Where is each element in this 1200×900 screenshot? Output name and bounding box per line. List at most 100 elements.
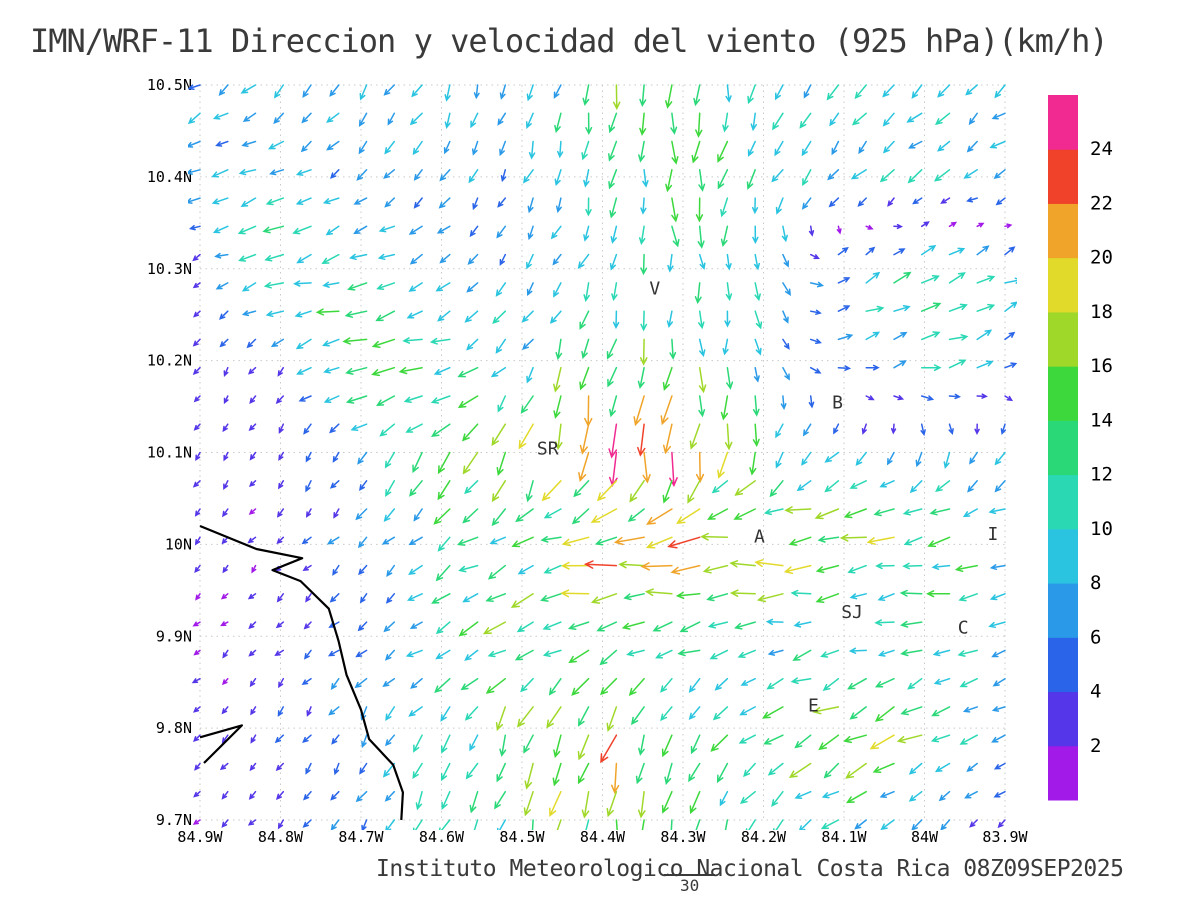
wind-arrow [398, 366, 423, 375]
wind-arrow [345, 366, 368, 375]
wind-arrow [413, 508, 423, 522]
wind-arrow [660, 706, 673, 722]
wind-arrow [499, 84, 507, 100]
svg-text:SR: SR [537, 438, 559, 459]
wind-arrow [788, 536, 812, 546]
wind-arrow [940, 819, 951, 830]
wind-arrow [409, 480, 423, 497]
wind-arrow [724, 819, 729, 830]
wind-arrow [433, 508, 451, 525]
wind-arrow [911, 84, 923, 99]
wind-arrow [437, 536, 451, 552]
wind-arrow [305, 480, 312, 493]
wind-arrow [801, 451, 812, 466]
wind-arrow [893, 395, 905, 401]
wind-arrow [497, 395, 507, 413]
wind-arrow [301, 536, 312, 545]
wind-arrow [772, 819, 784, 830]
wind-arrow [220, 593, 229, 600]
wind-arrow [934, 762, 951, 773]
wind-arrow [384, 140, 396, 155]
wind-arrow [371, 338, 396, 348]
wind-arrow [688, 706, 701, 720]
wind-arrow [440, 734, 451, 754]
wind-arrow [323, 366, 340, 374]
wind-arrow [359, 480, 368, 491]
wind-arrow [552, 253, 562, 266]
wind-arrow [794, 734, 812, 749]
wind-arrow [188, 140, 201, 148]
wind-arrow [491, 480, 507, 503]
wind-arrow [790, 677, 812, 685]
wind-arrow [381, 536, 396, 545]
wind-arrow [349, 253, 368, 261]
svg-text:84.5W: 84.5W [499, 828, 545, 846]
wind-arrow [940, 197, 951, 204]
wind-arrow [698, 338, 706, 358]
svg-text:84.7W: 84.7W [338, 828, 384, 846]
wind-arrow [357, 536, 368, 549]
wind-arrow [814, 508, 840, 520]
wind-arrow [248, 480, 257, 487]
wind-arrow [275, 395, 285, 405]
wind-arrow [765, 618, 784, 626]
wind-arrow [410, 677, 423, 689]
wind-arrow [520, 395, 534, 414]
wind-arrow [215, 282, 229, 290]
wind-arrow [1004, 277, 1017, 284]
wind-arrow [962, 706, 978, 713]
wind-arrow [641, 819, 645, 830]
svg-text:84W: 84W [911, 828, 939, 846]
wind-arrow [893, 248, 906, 256]
wind-arrow [920, 302, 942, 312]
wind-arrow [250, 706, 257, 716]
wind-arrow [751, 197, 759, 215]
wind-arrow [1004, 331, 1016, 341]
wind-arrow [991, 734, 1006, 743]
wind-arrow [375, 310, 396, 322]
wind-arrow [754, 282, 761, 302]
wind-arrow [746, 169, 756, 190]
wind-arrow [1004, 395, 1014, 402]
wind-arrow [499, 734, 507, 757]
wind-arrow [717, 451, 729, 479]
wind-arrow [720, 225, 729, 248]
wind-arrow [671, 140, 679, 165]
wind-arrow [740, 677, 756, 686]
wind-arrow [912, 197, 923, 205]
wind-arrow [639, 84, 647, 107]
wind-arrow [865, 305, 885, 313]
wind-arrow [444, 112, 451, 129]
wind-arrow [930, 734, 951, 743]
wind-arrow [524, 762, 534, 790]
wind-arrow [793, 621, 812, 628]
wind-arrow [645, 536, 673, 549]
wind-arrow [896, 734, 923, 744]
wind-arrow [247, 593, 257, 600]
wind-arrow [849, 480, 867, 489]
wind-arrow [669, 338, 677, 360]
wind-arrow [277, 819, 285, 830]
wind-arrow [357, 621, 368, 632]
wind-arrow [609, 395, 618, 418]
wind-arrow [557, 140, 564, 159]
wind-arrow [738, 734, 756, 744]
wind-arrow [473, 84, 480, 100]
wind-arrow [968, 112, 978, 126]
wind-arrow [194, 508, 201, 517]
colorbar-segment [1048, 637, 1078, 693]
wind-arrow [763, 508, 784, 516]
wind-arrow [706, 593, 729, 602]
wind-arrow [222, 564, 229, 574]
wind-arrow [359, 84, 368, 101]
wind-arrow [698, 310, 705, 330]
wind-arrow [695, 451, 705, 484]
wind-arrow [827, 169, 840, 181]
wind-arrow [854, 819, 867, 830]
wind-arrow [729, 560, 756, 568]
wind-arrow [221, 819, 229, 828]
wind-arrow [925, 590, 951, 598]
wind-arrow [670, 564, 701, 575]
wind-arrow [437, 451, 451, 475]
wind-arrow [431, 593, 451, 604]
